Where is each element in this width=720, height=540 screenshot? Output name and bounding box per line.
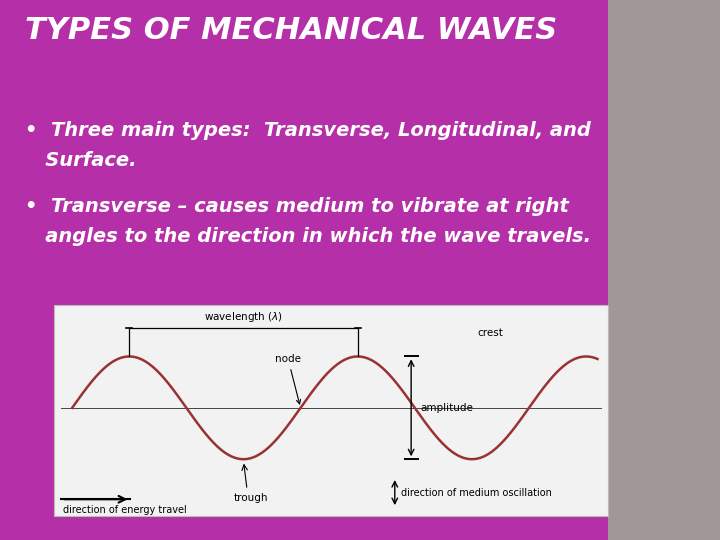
Text: TYPES OF MECHANICAL WAVES: TYPES OF MECHANICAL WAVES bbox=[25, 16, 557, 45]
Text: angles to the direction in which the wave travels.: angles to the direction in which the wav… bbox=[25, 227, 591, 246]
Bar bbox=[608, 0, 720, 540]
Text: •  Transverse – causes medium to vibrate at right: • Transverse – causes medium to vibrate … bbox=[25, 197, 569, 216]
Text: trough: trough bbox=[233, 492, 268, 503]
Text: Surface.: Surface. bbox=[25, 151, 137, 170]
Text: amplitude: amplitude bbox=[420, 403, 473, 413]
Bar bbox=[0, 0, 608, 540]
Text: •  Three main types:  Transverse, Longitudinal, and: • Three main types: Transverse, Longitud… bbox=[25, 122, 591, 140]
Bar bbox=[54, 305, 608, 516]
Text: direction of medium oscillation: direction of medium oscillation bbox=[401, 488, 552, 497]
Text: direction of energy travel: direction of energy travel bbox=[63, 505, 186, 515]
Text: crest: crest bbox=[477, 328, 503, 338]
Text: node: node bbox=[275, 354, 301, 404]
Text: wavelength ($\lambda$): wavelength ($\lambda$) bbox=[204, 310, 283, 324]
